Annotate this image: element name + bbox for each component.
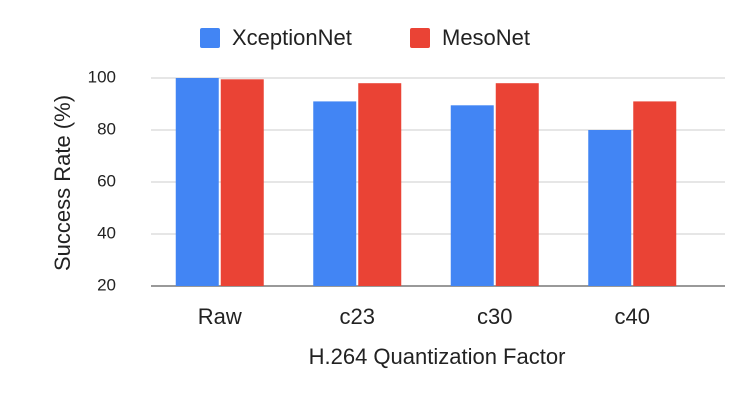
y-tick-label: 100 [88, 67, 116, 86]
legend-swatch [410, 28, 430, 48]
legend-label: MesoNet [442, 25, 530, 50]
y-axis-title: Success Rate (%) [50, 95, 75, 271]
y-tick-label: 60 [97, 171, 116, 190]
bar [313, 101, 357, 287]
legend-swatch [200, 28, 220, 48]
legend-label: XceptionNet [232, 25, 352, 50]
y-tick-label: 20 [97, 275, 116, 294]
y-tick-label: 40 [97, 223, 116, 242]
bar [450, 105, 494, 286]
bar [495, 83, 539, 286]
bar [588, 130, 632, 286]
bar [358, 83, 402, 286]
x-tick-label: c30 [477, 304, 512, 329]
bar [175, 78, 219, 286]
x-tick-label: c40 [615, 304, 650, 329]
bar [633, 101, 677, 287]
x-tick-label: Raw [198, 304, 242, 329]
bar [220, 79, 264, 286]
y-tick-label: 80 [97, 119, 116, 138]
x-tick-label: c23 [340, 304, 375, 329]
x-axis-title: H.264 Quantization Factor [309, 344, 566, 369]
